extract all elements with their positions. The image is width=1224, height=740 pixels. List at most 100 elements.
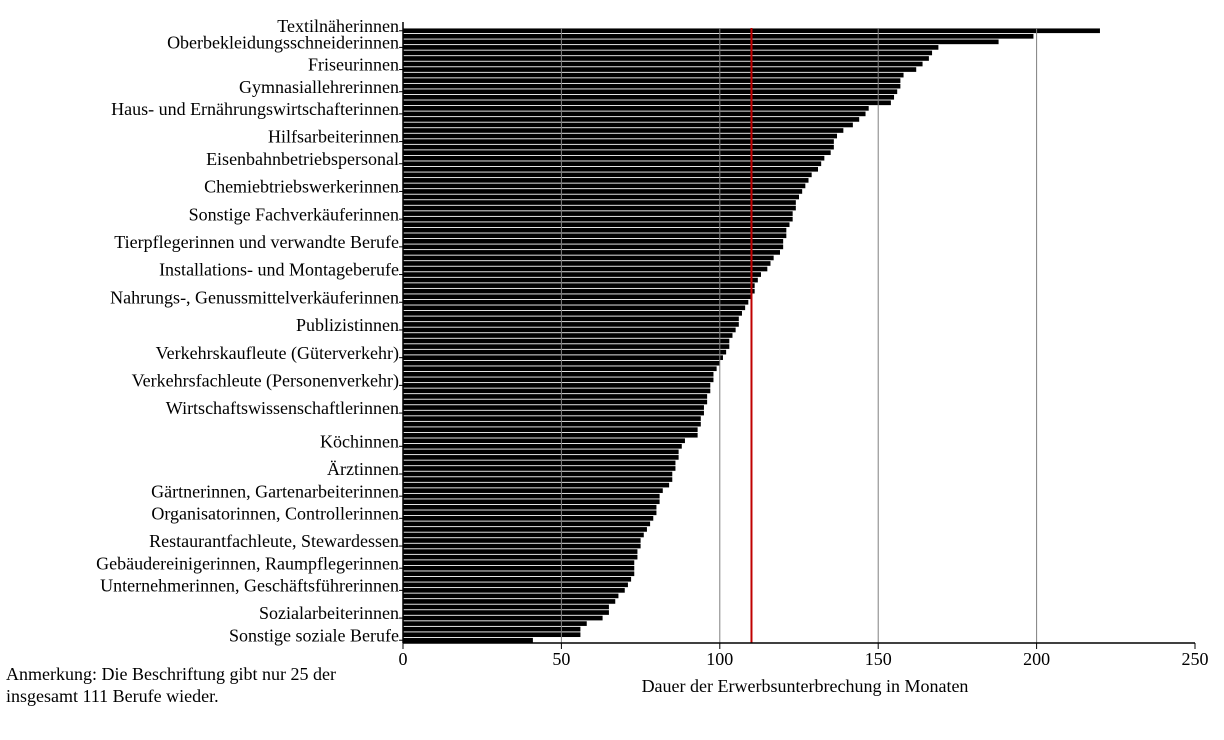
bar [403, 133, 838, 139]
bar [403, 427, 698, 433]
y-tick-label: Textilnäherinnen [277, 16, 399, 36]
y-tick-label: Eisenbahnbetriebspersonal [206, 149, 399, 169]
bar [403, 50, 933, 56]
bar [403, 272, 761, 277]
bar [403, 100, 891, 106]
y-tick-label: Sozialarbeiterinnen [259, 603, 399, 623]
bar [403, 543, 641, 549]
bar [403, 576, 632, 582]
y-tick-label: Chemiebtriebswerkerinnen [204, 177, 399, 197]
bar [403, 388, 711, 394]
y-tick-label: Köchinnen [320, 431, 399, 451]
bar [403, 582, 628, 588]
bar [403, 599, 616, 604]
bar [403, 604, 609, 610]
y-tick-label: Ärztinnen [327, 459, 399, 479]
y-tick-label: Tierpflegerinnen und verwandte Berufe [114, 232, 399, 252]
bar [403, 377, 714, 383]
bar [403, 172, 812, 178]
bar [403, 637, 533, 643]
bar [403, 200, 796, 205]
bar [403, 460, 676, 466]
bar [403, 560, 635, 565]
y-tick-label: Installations- und Montageberufe [159, 260, 399, 280]
bar [403, 111, 866, 117]
bar [403, 371, 714, 377]
bar [403, 45, 939, 50]
y-tick-label: Unternehmerinnen, Geschäftsführerinnen [100, 575, 399, 595]
y-tick-label: Verkehrsfachleute (Personenverkehr) [132, 370, 399, 391]
bar [403, 128, 844, 133]
bar [403, 416, 701, 421]
bar [403, 205, 796, 211]
bar [403, 61, 923, 67]
bar [403, 399, 708, 405]
bar [403, 288, 755, 294]
bar [403, 615, 603, 621]
bar [403, 277, 758, 283]
bar [403, 632, 581, 638]
bar [403, 571, 635, 577]
bar [403, 471, 673, 477]
bar [403, 410, 704, 416]
bar [403, 261, 771, 266]
bar [403, 311, 742, 316]
bar [403, 150, 831, 155]
bar [403, 488, 663, 493]
bar [403, 294, 752, 300]
bar [403, 499, 660, 505]
bar [403, 443, 682, 449]
bar [403, 521, 651, 527]
bar [403, 238, 784, 244]
bar [403, 39, 999, 45]
bar [403, 349, 727, 355]
bar [403, 322, 739, 327]
bar [403, 455, 679, 460]
y-tick-label: Gärtnerinnen, Gartenarbeiterinnen [151, 481, 399, 501]
bar [403, 216, 793, 222]
bar [403, 183, 806, 189]
y-tick-label: Verkehrskaufleute (Güterverkehr) [156, 343, 399, 364]
y-tick-label: Sonstige soziale Berufe [229, 625, 399, 645]
bar [403, 211, 793, 216]
bar [403, 106, 869, 111]
y-tick-label: Gymnasiallehrerinnen [239, 77, 399, 97]
bar [403, 383, 711, 388]
bar [403, 117, 860, 122]
bar [403, 255, 774, 261]
bar [403, 610, 609, 615]
bar [403, 466, 676, 471]
note: Anmerkung: Die Beschriftung gibt nur 25 … [6, 664, 336, 684]
bar [403, 532, 644, 538]
bar [403, 355, 723, 360]
y-tick-label: Hilfsarbeiterinnen [268, 127, 399, 147]
bar [403, 338, 730, 344]
bar [403, 588, 625, 593]
bar [403, 504, 657, 510]
bar [403, 155, 825, 161]
bar [403, 72, 904, 78]
bar [403, 161, 822, 167]
bar [403, 67, 917, 72]
x-tick-label: 50 [552, 649, 570, 669]
bar [403, 438, 685, 444]
bar [403, 626, 581, 632]
bar [403, 593, 619, 599]
bar [403, 233, 787, 239]
bar [403, 166, 819, 172]
bar [403, 56, 929, 61]
x-tick-label: 0 [399, 649, 408, 669]
y-tick-label: Sonstige Fachverkäuferinnen [189, 204, 399, 224]
bar [403, 394, 708, 399]
x-axis-label: Dauer der Erwerbsunterbrechung in Monate… [642, 676, 969, 696]
y-tick-label: Organisatorinnen, Controllerinnen [151, 503, 399, 523]
bar [403, 482, 670, 488]
y-tick-label: Publizistinnen [296, 315, 399, 335]
bar [403, 366, 717, 372]
y-tick-label: Oberbekleidungsschneiderinnen [167, 33, 399, 53]
bar [403, 144, 834, 150]
bar [403, 510, 657, 516]
bar [403, 527, 647, 532]
bar [403, 621, 587, 626]
